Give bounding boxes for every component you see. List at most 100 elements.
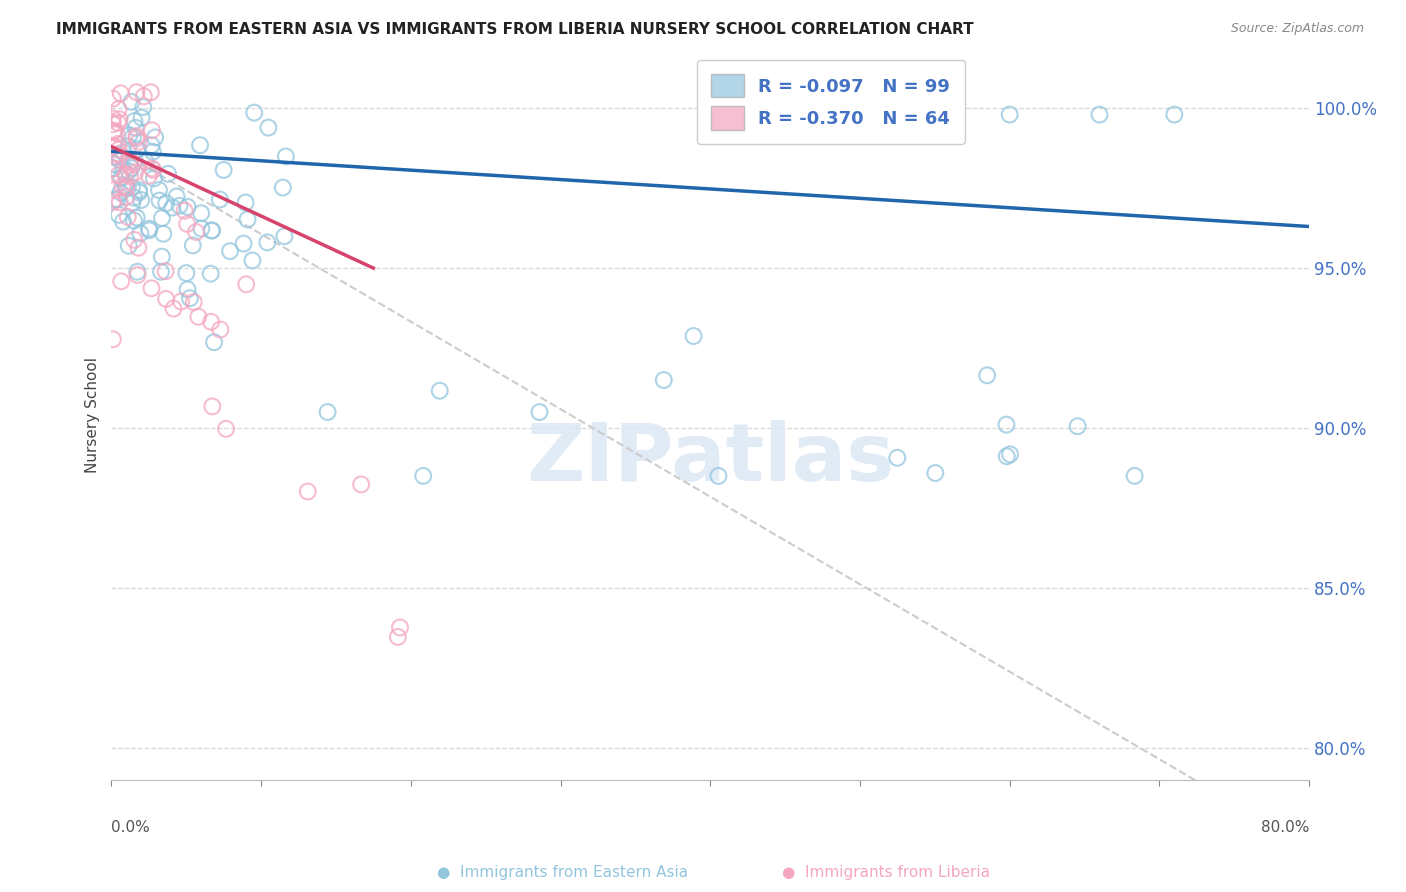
Point — [110, 170, 132, 185]
Text: IMMIGRANTS FROM EASTERN ASIA VS IMMIGRANTS FROM LIBERIA NURSERY SCHOOL CORRELATI: IMMIGRANTS FROM EASTERN ASIA VS IMMIGRAN… — [56, 22, 974, 37]
Point — [274, 149, 297, 163]
Point — [176, 266, 198, 280]
Point — [112, 163, 135, 178]
Point — [122, 213, 145, 227]
Point — [127, 268, 149, 282]
Point — [200, 315, 222, 329]
Point — [155, 196, 177, 211]
Point — [118, 159, 141, 173]
Point — [101, 161, 124, 175]
Legend: R = -0.097   N = 99, R = -0.370   N = 64: R = -0.097 N = 99, R = -0.370 N = 64 — [697, 60, 965, 144]
Point — [110, 274, 132, 288]
Point — [166, 189, 188, 203]
Point — [128, 183, 150, 197]
Point — [184, 225, 207, 239]
Point — [101, 92, 124, 106]
Point — [169, 199, 191, 213]
Point — [242, 253, 264, 268]
Point — [201, 223, 224, 237]
Point — [155, 292, 177, 306]
Point — [118, 239, 141, 253]
Point — [111, 179, 134, 194]
Point — [176, 217, 198, 231]
Text: Source: ZipAtlas.com: Source: ZipAtlas.com — [1230, 22, 1364, 36]
Point — [176, 282, 198, 296]
Point — [190, 221, 212, 235]
Point — [103, 150, 125, 164]
Point — [141, 161, 163, 176]
Point — [103, 125, 125, 139]
Point — [125, 211, 148, 225]
Point — [176, 200, 198, 214]
Point — [886, 450, 908, 465]
Point — [108, 208, 131, 222]
Point — [105, 126, 128, 140]
Point — [125, 120, 148, 135]
Point — [682, 329, 704, 343]
Point — [121, 196, 143, 211]
Point — [117, 210, 139, 224]
Point — [1123, 469, 1146, 483]
Point — [148, 194, 170, 208]
Point — [235, 195, 257, 210]
Text: 80.0%: 80.0% — [1261, 820, 1309, 835]
Point — [129, 227, 152, 241]
Point — [138, 221, 160, 235]
Point — [243, 105, 266, 120]
Point — [236, 212, 259, 227]
Point — [257, 120, 280, 135]
Point — [297, 484, 319, 499]
Point — [976, 368, 998, 383]
Point — [107, 146, 129, 161]
Point — [114, 179, 136, 194]
Point — [173, 203, 195, 218]
Point — [118, 128, 141, 143]
Point — [995, 450, 1018, 464]
Point — [101, 117, 124, 131]
Point — [101, 112, 124, 126]
Point — [112, 145, 135, 160]
Point — [103, 139, 125, 153]
Point — [150, 211, 173, 225]
Point — [190, 206, 212, 220]
Point — [256, 235, 278, 250]
Point — [103, 193, 125, 207]
Point — [107, 102, 129, 116]
Point — [183, 295, 205, 310]
Point — [142, 162, 165, 177]
Point — [103, 149, 125, 163]
Point — [103, 157, 125, 171]
Point — [103, 183, 125, 197]
Point — [998, 447, 1021, 461]
Point — [179, 291, 201, 305]
Point — [128, 186, 150, 200]
Point — [125, 85, 148, 99]
Point — [101, 332, 124, 346]
Point — [112, 214, 135, 228]
Point — [998, 108, 1021, 122]
Point — [122, 130, 145, 145]
Point — [350, 477, 373, 491]
Point — [429, 384, 451, 398]
Point — [157, 167, 180, 181]
Point — [118, 169, 141, 184]
Point — [389, 620, 412, 634]
Point — [121, 95, 143, 109]
Point — [707, 469, 730, 483]
Point — [387, 630, 409, 644]
Point — [181, 238, 204, 252]
Point — [1066, 419, 1088, 434]
Point — [235, 277, 257, 292]
Point — [101, 161, 124, 176]
Point — [162, 201, 184, 215]
Point — [132, 89, 155, 103]
Point — [142, 145, 165, 159]
Point — [118, 164, 141, 178]
Point — [124, 233, 146, 247]
Point — [115, 190, 138, 204]
Point — [107, 116, 129, 130]
Point — [121, 180, 143, 194]
Point — [108, 153, 131, 168]
Point — [141, 138, 163, 153]
Point — [201, 400, 224, 414]
